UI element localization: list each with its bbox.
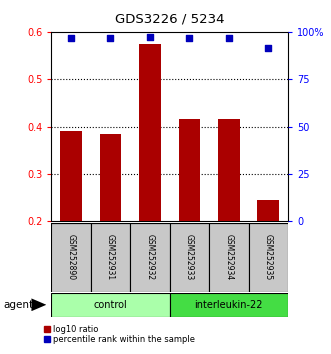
Polygon shape <box>31 298 46 311</box>
Text: control: control <box>94 300 127 310</box>
Point <box>69 36 74 41</box>
Bar <box>100 134 121 221</box>
Point <box>265 45 271 51</box>
Bar <box>209 223 249 292</box>
Legend: log10 ratio, percentile rank within the sample: log10 ratio, percentile rank within the … <box>44 325 196 344</box>
Text: GSM252890: GSM252890 <box>67 234 75 281</box>
Text: GSM252934: GSM252934 <box>224 234 233 281</box>
Bar <box>169 293 288 317</box>
Bar <box>139 44 161 221</box>
Text: GSM252933: GSM252933 <box>185 234 194 281</box>
Point <box>108 36 113 41</box>
Point <box>187 36 192 41</box>
Text: agent: agent <box>3 300 33 310</box>
Bar <box>178 119 200 221</box>
Point <box>147 34 153 39</box>
Text: interleukin-22: interleukin-22 <box>195 300 263 310</box>
Text: GSM252935: GSM252935 <box>264 234 273 281</box>
Bar <box>169 223 209 292</box>
Text: GDS3226 / 5234: GDS3226 / 5234 <box>115 12 224 25</box>
Text: GSM252932: GSM252932 <box>145 234 155 281</box>
Bar <box>218 119 240 221</box>
Bar <box>91 223 130 292</box>
Bar <box>60 131 82 221</box>
Bar <box>51 293 169 317</box>
Bar <box>130 223 169 292</box>
Text: GSM252931: GSM252931 <box>106 234 115 281</box>
Bar <box>51 223 91 292</box>
Bar <box>249 223 288 292</box>
Bar <box>258 200 279 221</box>
Point <box>226 35 231 40</box>
